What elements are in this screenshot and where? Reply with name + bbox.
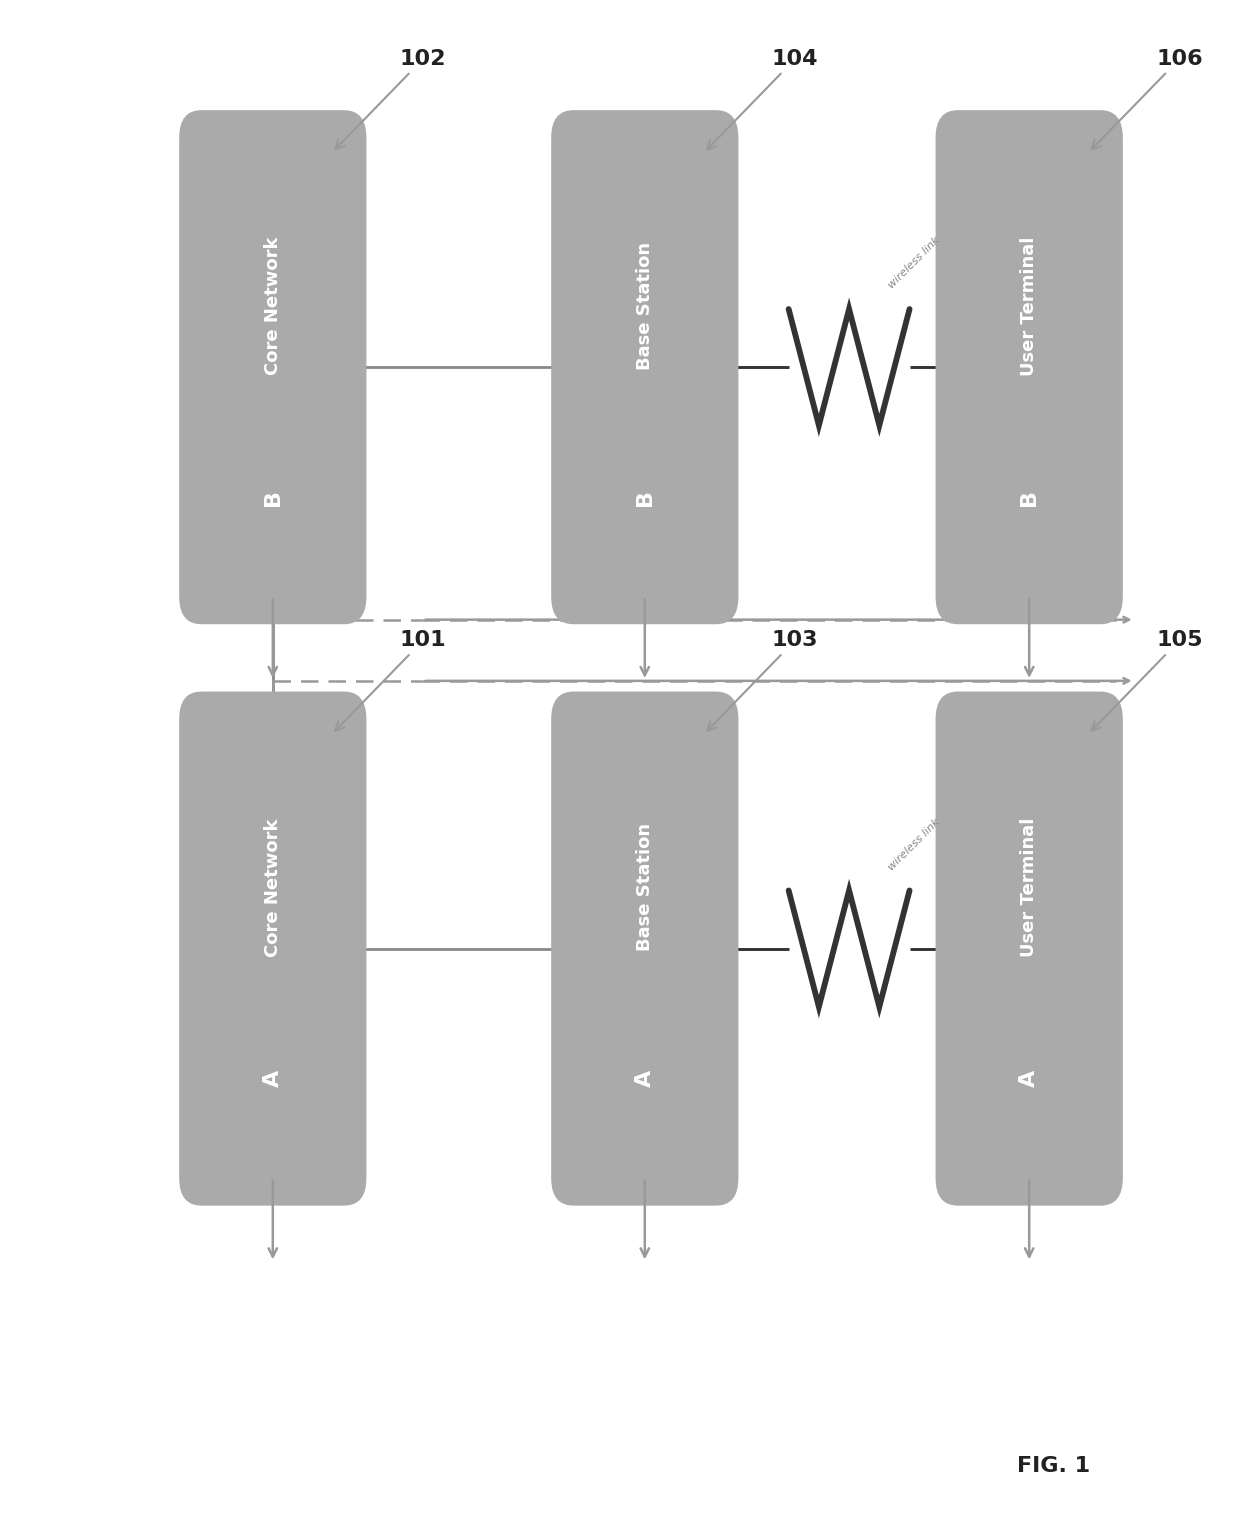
Text: 101: 101: [335, 630, 446, 731]
Text: wireless link: wireless link: [887, 817, 942, 872]
FancyBboxPatch shape: [180, 692, 367, 1206]
Text: 102: 102: [335, 49, 446, 150]
Text: 105: 105: [1091, 630, 1203, 731]
FancyBboxPatch shape: [180, 110, 367, 624]
Text: 106: 106: [1091, 49, 1203, 150]
Text: Base Station: Base Station: [636, 242, 653, 370]
Text: 103: 103: [707, 630, 818, 731]
Text: B: B: [263, 488, 283, 506]
FancyBboxPatch shape: [552, 110, 739, 624]
Text: 104: 104: [707, 49, 818, 150]
Text: Core Network: Core Network: [264, 819, 281, 956]
Text: A: A: [1019, 1069, 1039, 1088]
Text: Base Station: Base Station: [636, 823, 653, 952]
FancyBboxPatch shape: [552, 692, 739, 1206]
FancyBboxPatch shape: [935, 692, 1123, 1206]
Text: User Terminal: User Terminal: [1021, 236, 1038, 376]
Text: A: A: [263, 1069, 283, 1088]
Text: FIG. 1: FIG. 1: [1017, 1457, 1090, 1476]
FancyBboxPatch shape: [935, 110, 1123, 624]
Text: B: B: [635, 488, 655, 506]
Text: User Terminal: User Terminal: [1021, 817, 1038, 958]
Text: B: B: [1019, 488, 1039, 506]
Text: Core Network: Core Network: [264, 237, 281, 375]
Text: wireless link: wireless link: [887, 236, 942, 291]
Text: A: A: [635, 1069, 655, 1088]
